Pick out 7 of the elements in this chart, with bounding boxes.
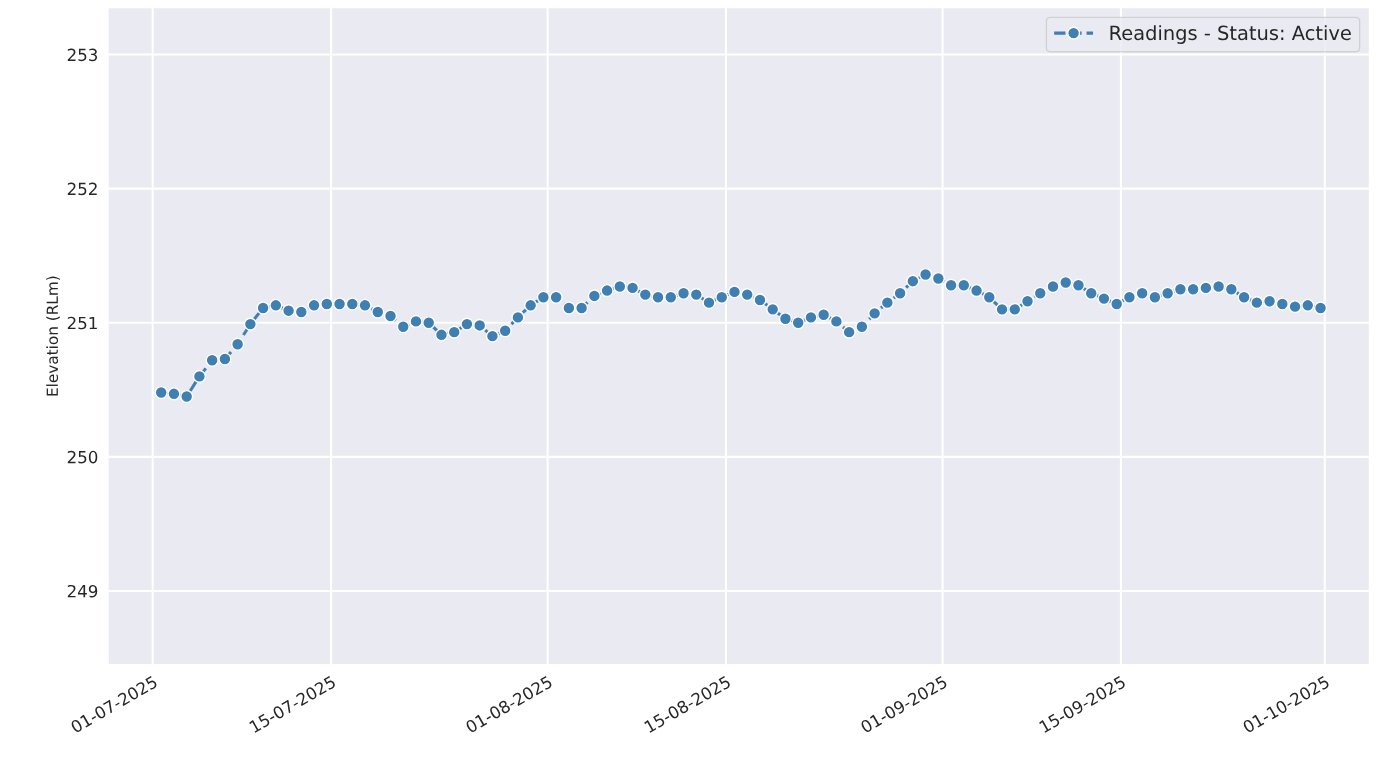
y-tick-label: 253: [67, 48, 98, 62]
legend-label: Readings - Status: Active: [1110, 25, 1351, 44]
y-axis-title: Elevation (RLm): [46, 276, 60, 396]
y-tick-label: 251: [67, 316, 97, 330]
y-tick-label: 249: [67, 584, 98, 598]
y-tick-label: 250: [67, 450, 98, 464]
y-tick-label: 252: [67, 182, 97, 196]
